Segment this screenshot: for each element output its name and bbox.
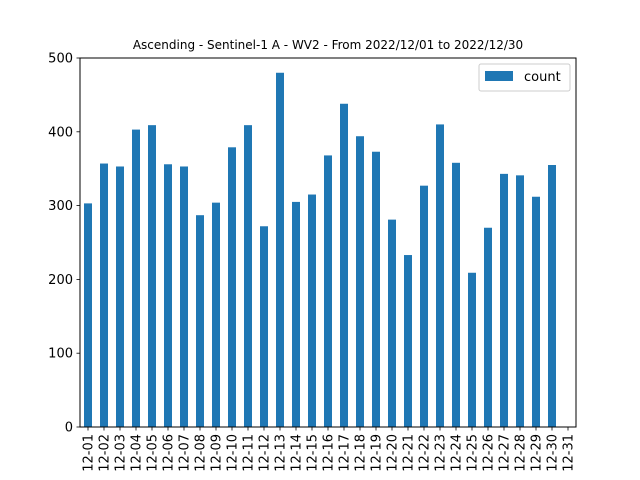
bar-12-04: [132, 129, 140, 427]
x-tick-label: 12-30: [546, 434, 561, 472]
bar-12-01: [84, 203, 92, 427]
x-tick-label: 12-03: [114, 434, 129, 472]
x-tick-label: 12-24: [450, 434, 465, 472]
bar-12-06: [164, 164, 172, 427]
y-tick-label: 400: [48, 125, 73, 140]
x-tick-label: 12-05: [146, 434, 161, 472]
bar-12-03: [116, 166, 124, 427]
bar-12-30: [548, 165, 556, 427]
bar-12-15: [308, 194, 316, 427]
bar-12-13: [276, 72, 284, 427]
y-tick-label: 300: [48, 199, 73, 214]
bar-12-22: [420, 185, 428, 427]
x-tick-label: 12-18: [354, 434, 369, 472]
bar-12-25: [468, 272, 476, 427]
bar-12-23: [436, 124, 444, 428]
bar-12-26: [484, 227, 492, 427]
x-tick-label: 12-17: [338, 434, 353, 472]
x-tick-label: 12-23: [434, 434, 449, 472]
bar-12-10: [228, 147, 236, 427]
bar-12-29: [532, 196, 540, 427]
bar-12-27: [500, 173, 508, 427]
legend: count: [478, 63, 571, 92]
bar-12-08: [196, 215, 204, 427]
bar-12-12: [260, 226, 268, 427]
bar-12-02: [100, 163, 108, 427]
bar-12-16: [324, 155, 332, 427]
x-tick-label: 12-25: [466, 434, 481, 472]
x-tick-label: 12-12: [258, 434, 273, 472]
x-tick-label: 12-07: [178, 434, 193, 472]
bar-12-18: [356, 136, 364, 427]
y-tick-label: 500: [48, 52, 73, 67]
x-tick-label: 12-10: [226, 434, 241, 472]
bar-12-20: [388, 219, 396, 427]
x-tick-label: 12-27: [498, 434, 513, 472]
y-tick-label: 0: [65, 421, 73, 436]
x-tick-label: 12-21: [402, 434, 417, 472]
bar-12-19: [372, 151, 380, 427]
y-tick-label: 200: [48, 273, 73, 288]
x-tick-label: 12-02: [98, 434, 113, 472]
x-tick-label: 12-26: [482, 434, 497, 472]
bar-12-05: [148, 125, 156, 428]
x-tick-label: 12-29: [530, 434, 545, 472]
x-tick-label: 12-31: [562, 434, 577, 472]
x-tick-label: 12-14: [290, 434, 305, 472]
x-tick-label: 12-20: [386, 434, 401, 472]
x-tick-label: 12-08: [194, 434, 209, 472]
bar-12-14: [292, 201, 300, 427]
y-tick-label: 100: [48, 347, 73, 362]
x-tick-label: 12-09: [210, 434, 225, 472]
x-axis: 12-01 12-02 12-03 12-04 12-05 12-06 12-07 12-08…: [82, 427, 577, 472]
bar-12-07: [180, 166, 188, 427]
x-tick-label: 12-15: [306, 434, 321, 472]
x-tick-label: 12-19: [370, 434, 385, 472]
bars-group: [84, 72, 556, 428]
bar-12-09: [212, 202, 220, 427]
bar-12-28: [516, 175, 524, 427]
bar-12-17: [340, 103, 348, 428]
plot-area-frame: [79, 57, 577, 428]
legend-box: [478, 63, 571, 92]
x-tick-label: 12-04: [130, 434, 145, 472]
bar-12-21: [404, 255, 412, 427]
legend-label: count: [524, 70, 561, 85]
bar-12-11: [244, 125, 252, 428]
x-tick-label: 12-06: [162, 434, 177, 472]
bar-12-24: [452, 162, 460, 427]
x-tick-label: 12-22: [418, 434, 433, 472]
x-tick-label: 12-11: [242, 434, 257, 472]
x-tick-label: 12-13: [274, 434, 289, 472]
x-tick-label: 12-28: [514, 434, 529, 472]
chart-title: Ascending - Sentinel-1 A - WV2 - From 20…: [133, 38, 523, 52]
x-tick-label: 12-01: [82, 434, 97, 472]
legend-swatch: [485, 71, 513, 81]
y-axis: 0 100 200 300 400 500: [48, 52, 80, 436]
x-tick-label: 12-16: [322, 434, 337, 472]
